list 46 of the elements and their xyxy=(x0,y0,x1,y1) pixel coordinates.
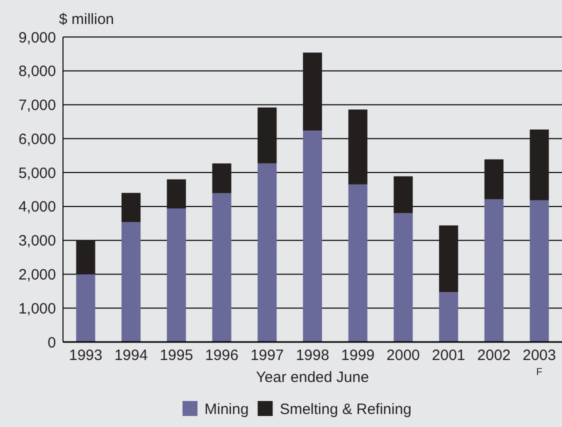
y-tick-label: 8,000 xyxy=(18,63,56,80)
bar xyxy=(76,274,96,342)
legend-label: Smelting & Refining xyxy=(280,401,412,418)
bar xyxy=(212,193,232,342)
bar xyxy=(302,130,322,342)
bar xyxy=(348,110,368,184)
bar xyxy=(166,179,186,208)
bar xyxy=(258,107,277,164)
y-tick-label: 3,000 xyxy=(18,232,56,250)
x-tick-label: 1996 xyxy=(205,347,238,364)
bar xyxy=(530,200,549,342)
x-tick-label: 1999 xyxy=(341,347,375,364)
x-tick-label: 1997 xyxy=(250,347,284,364)
x-tick-label: 2000 xyxy=(386,347,420,364)
x-tick-label: 1998 xyxy=(296,347,330,364)
bar xyxy=(258,163,277,342)
bar xyxy=(439,292,458,342)
bar xyxy=(394,176,413,214)
y-tick-label: 4,000 xyxy=(18,198,56,216)
bar xyxy=(530,130,549,200)
y-tick-label: 5,000 xyxy=(18,164,56,182)
y-axis-title: $ million xyxy=(59,11,114,28)
x-tick-label: 2002 xyxy=(477,347,511,364)
x-tick-label: 1994 xyxy=(114,347,148,364)
y-tick-label: 1,000 xyxy=(18,300,56,318)
bar xyxy=(394,213,413,342)
legend-label: Mining xyxy=(204,401,249,418)
bar xyxy=(76,240,96,274)
y-tick-label: 0 xyxy=(48,334,56,352)
x-tick-label: 1993 xyxy=(68,347,102,364)
x-tick-label: 1995 xyxy=(160,347,194,364)
x-tick-label: 2001 xyxy=(432,347,466,364)
bar xyxy=(439,225,458,292)
y-tick-label: 7,000 xyxy=(18,97,56,114)
bar xyxy=(484,159,504,200)
bar xyxy=(484,199,504,342)
bar xyxy=(302,52,322,131)
bar xyxy=(122,192,141,222)
y-tick-label: 9,000 xyxy=(18,29,56,46)
bar xyxy=(212,163,232,194)
y-tick-label: 2,000 xyxy=(18,266,56,284)
bar xyxy=(166,208,186,342)
bar xyxy=(122,222,141,342)
y-tick-label: 6,000 xyxy=(18,130,56,148)
bar xyxy=(348,184,368,342)
x-axis-title: Year ended June xyxy=(256,369,369,386)
